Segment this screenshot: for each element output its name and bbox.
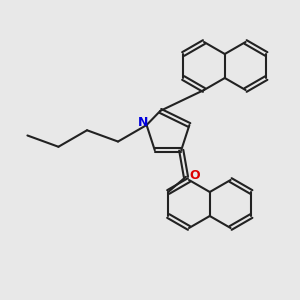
Text: N: N <box>138 116 148 129</box>
Text: O: O <box>189 169 200 182</box>
